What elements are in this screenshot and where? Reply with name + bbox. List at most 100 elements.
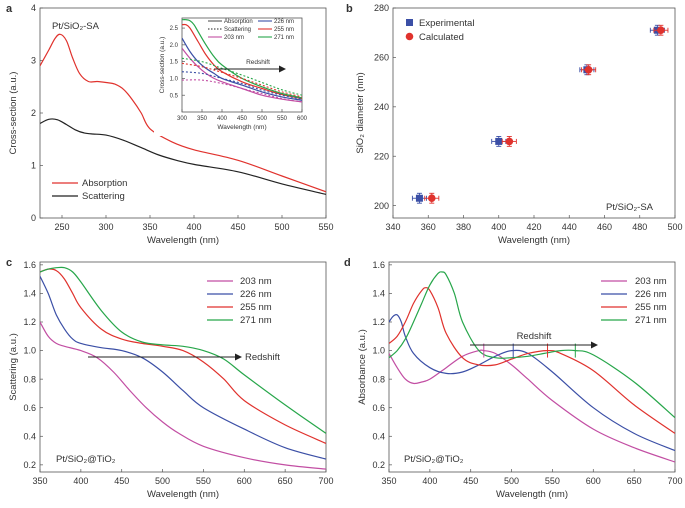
series-line-226-nm-absorption (182, 37, 302, 101)
y-tick-label: 1.5 (170, 60, 179, 66)
x-tick-label: 550 (277, 116, 288, 122)
inset-background (154, 12, 306, 136)
y-tick-label: 280 (374, 3, 389, 13)
x-tick-label: 550 (318, 222, 333, 232)
x-tick-label: 460 (597, 222, 612, 232)
x-tick-label: 600 (237, 476, 252, 486)
x-tick-label: 550 (196, 476, 211, 486)
series-line-271-nm (40, 266, 326, 434)
series-line-255-nm-scattering (182, 62, 302, 98)
legend-label: Absorption (82, 178, 127, 189)
series-line-203-nm-absorption (182, 47, 302, 103)
y-axis-label: Cross-section (a.u.) (159, 37, 166, 94)
legend-marker-square (406, 19, 413, 26)
experimental-point (495, 137, 503, 145)
y-tick-label: 1.0 (23, 346, 36, 356)
legend-label: 203 nm (635, 276, 667, 287)
redshift-arrow-head (591, 341, 598, 349)
y-tick-label: 220 (374, 151, 389, 161)
x-tick-label: 380 (456, 222, 471, 232)
calculated-point (657, 26, 665, 35)
panel-d: d 350 400 450 500 550 600 650 700 0.2 0.4 0.6 0.8 1.0… (344, 257, 683, 500)
inset-legend-label: 226 nm (274, 19, 294, 25)
x-axis-label: Wavelength (nm) (147, 235, 219, 246)
x-axis-label: Wavelength (nm) (217, 124, 266, 131)
x-tick-label: 350 (142, 222, 157, 232)
series-line-271-nm (389, 271, 675, 419)
calculated-point (505, 137, 514, 146)
sample-label: Pt/SiO₂@TiO₂ (56, 454, 116, 465)
y-tick-label: 0 (31, 213, 36, 223)
series-line-271-nm-scattering (182, 57, 302, 96)
y-axis-label: Absorbance (a.u.) (357, 329, 368, 405)
legend-label: 203 nm (240, 276, 272, 287)
x-tick-label: 650 (627, 476, 642, 486)
x-tick-label: 500 (274, 222, 289, 232)
y-tick-label: 1.6 (23, 260, 36, 270)
redshift-label: Redshift (517, 331, 552, 342)
legend-label: Experimental (419, 18, 474, 29)
y-tick-label: 1.0 (170, 77, 179, 83)
x-tick-label: 400 (491, 222, 506, 232)
panel-c: c 350 400 450 500 550 600 650 700 0.2 0.4 0.6 0.8 1.0… (6, 257, 334, 500)
sample-label: Pt/SiO₂@TiO₂ (404, 454, 464, 465)
redshift-label: Redshift (246, 59, 270, 66)
y-tick-label: 0.2 (372, 460, 385, 470)
sample-label: Pt/SiO₂-SA (52, 21, 100, 32)
y-tick-label: 200 (374, 201, 389, 211)
legend-label: 226 nm (240, 289, 272, 300)
series-line-271-nm-absorption (182, 19, 302, 99)
redshift-label: Redshift (245, 352, 280, 363)
calculated-point (584, 65, 593, 74)
x-tick-label: 700 (667, 476, 682, 486)
y-tick-label: 1.4 (23, 289, 36, 299)
panel-label: a (6, 3, 13, 15)
y-tick-label: 0.4 (372, 431, 385, 441)
y-tick-label: 0.2 (23, 460, 36, 470)
x-tick-label: 340 (385, 222, 400, 232)
y-tick-label: 0.5 (170, 93, 179, 99)
x-tick-label: 440 (562, 222, 577, 232)
x-axis-label: Wavelength (nm) (147, 489, 219, 500)
x-tick-label: 350 (381, 476, 396, 486)
x-tick-label: 300 (98, 222, 113, 232)
x-tick-label: 420 (526, 222, 541, 232)
panel-label: d (344, 257, 351, 269)
legend-label: 226 nm (635, 289, 667, 300)
y-tick-label: 1 (31, 161, 36, 171)
y-tick-label: 240 (374, 102, 389, 112)
x-tick-label: 450 (237, 116, 248, 122)
legend-label: Scattering (82, 191, 125, 202)
series-line-226-nm (40, 276, 326, 460)
x-tick-label: 500 (667, 222, 682, 232)
legend-label: 271 nm (240, 315, 272, 326)
y-tick-label: 2 (31, 108, 36, 118)
y-tick-label: 1.6 (372, 260, 385, 270)
y-tick-label: 260 (374, 53, 389, 63)
x-tick-label: 450 (463, 476, 478, 486)
calculated-point (427, 194, 436, 203)
series-line-226-nm-scattering (182, 71, 302, 100)
legend-label: Calculated (419, 32, 464, 43)
x-tick-label: 450 (230, 222, 245, 232)
panel-a: a 250 300 350 400 450 500 550 0 1 2 3 4 Wavelength (n… (6, 3, 334, 246)
y-axis-label: SiO₂ diameter (nm) (355, 72, 366, 153)
redshift-arrow-head (279, 65, 286, 73)
x-tick-label: 400 (422, 476, 437, 486)
inset-legend-label: Scattering (224, 27, 251, 33)
y-tick-label: 2.0 (170, 43, 179, 49)
inset-legend-label: 271 nm (274, 35, 294, 41)
legend-marker-circle (405, 32, 414, 41)
experimental-point (415, 194, 423, 202)
x-tick-label: 350 (197, 116, 208, 122)
series-line-absorption (40, 33, 326, 193)
x-axis-label: Wavelength (nm) (498, 235, 570, 246)
x-tick-label: 650 (278, 476, 293, 486)
y-tick-label: 1.2 (23, 317, 36, 327)
x-tick-label: 250 (54, 222, 69, 232)
x-tick-label: 500 (155, 476, 170, 486)
x-tick-label: 350 (32, 476, 47, 486)
x-tick-label: 300 (177, 116, 188, 122)
x-axis-label: Wavelength (nm) (496, 489, 568, 500)
x-tick-label: 500 (257, 116, 268, 122)
